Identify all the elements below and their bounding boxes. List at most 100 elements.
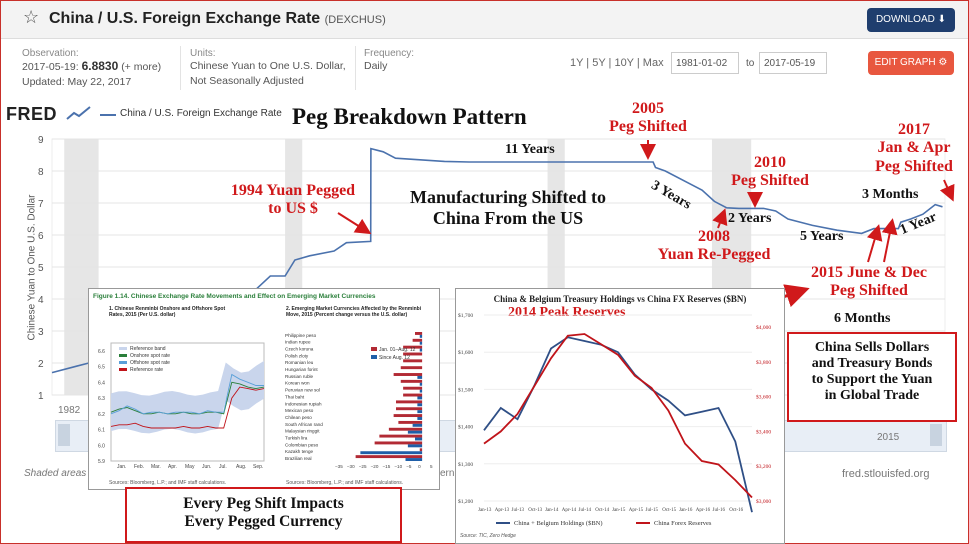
annotation-2017: 2017 Jan & Apr Peg Shifted <box>862 121 966 176</box>
imf-p2-category: Romanian leu <box>285 360 314 365</box>
treasury-right-tick: $3,400 <box>756 428 771 435</box>
treasury-x-tick: Jan-14 <box>545 508 559 513</box>
treasury-x-tick: Oct-14 <box>595 508 609 513</box>
treasury-x-tick: Oct-16 <box>729 508 743 513</box>
imf-p2-category: Hungarian forint <box>285 367 318 372</box>
date-from-input[interactable]: 1981-01-02 <box>671 52 739 74</box>
imf-p1-legend-swatch <box>119 347 127 350</box>
imf-source-right: Sources: Bloomberg, L.P.; and IMF staff … <box>286 480 404 486</box>
series-id: (DEXCHUS) <box>324 14 386 26</box>
treasury-right-tick: $3,200 <box>756 463 771 470</box>
treasury-x-tick: Oct-15 <box>662 508 676 513</box>
updated-date: Updated: May 22, 2017 <box>22 76 132 88</box>
y-tick-label: 8 <box>38 167 44 178</box>
imf-p2-category: Czech koruna <box>285 347 314 352</box>
imf-p2-category: Peruvian new sol <box>285 388 320 393</box>
treasury-x-tick: Apr-15 <box>629 508 644 513</box>
date-to-input[interactable]: 2017-05-19 <box>759 52 827 74</box>
sells-line2: and Treasury Bonds <box>811 356 933 372</box>
imf-offshore-line <box>110 373 264 415</box>
imf-p2-category: Thai baht <box>285 394 305 399</box>
treasury-x-tick: Jul-13 <box>512 508 525 513</box>
imf-p2-bar-ytd <box>403 359 423 363</box>
sells-dollars-box: China Sells Dollars and Treasury Bonds t… <box>787 332 957 422</box>
annotation-2005: 2005 Peg Shifted <box>600 100 696 137</box>
imf-p2-xtick: 0 <box>418 464 421 469</box>
imf-onshore-line <box>110 381 265 415</box>
imf-p2-bar-ytd <box>388 427 423 431</box>
imf-reference-line <box>110 386 265 429</box>
star-icon[interactable]: ☆ <box>23 7 40 27</box>
arrow-2017 <box>939 179 955 202</box>
imf-p2-bar-ytd <box>419 448 423 452</box>
every-line1: Every Peg Shift Impacts <box>183 495 344 512</box>
imf-p2-category: Russian ruble <box>285 374 314 379</box>
imf-p2-bar-since <box>417 375 423 379</box>
range-selector[interactable]: 1Y | 5Y | 10Y | Max <box>570 57 664 69</box>
imf-p2-category: Chilean peso <box>285 415 312 420</box>
imf-p1-ytick: 5.9 <box>98 459 105 465</box>
imf-p2-bar-since <box>417 396 423 400</box>
imf-p2-bar-since <box>419 382 423 386</box>
observation-value: 6.8830 <box>81 59 119 73</box>
edit-graph-label: EDIT GRAPH <box>874 57 936 68</box>
annotation-3-months: 3 Months <box>862 187 919 202</box>
imf-p1-legend-label: Reference rate <box>130 367 163 373</box>
arrow-2015-june <box>866 224 883 263</box>
imf-p1-xtick: Apr. <box>168 464 177 470</box>
imf-p2-category: Philippine peso <box>285 333 317 338</box>
imf-p2-xtick: −30 <box>347 464 355 469</box>
navigator-handle-right[interactable] <box>930 424 942 446</box>
observation-date: 2017-05-19: <box>22 61 79 73</box>
treasury-x-tick: Jan-15 <box>612 508 626 513</box>
y-tick-label: 5 <box>38 263 44 274</box>
units-label: Units: <box>190 48 216 59</box>
imf-p1-legend-label: Onshore spot rate <box>130 353 170 359</box>
imf-p2-category: Colombian peso <box>285 442 319 447</box>
arrow-1994 <box>337 212 372 235</box>
imf-p2-category: Malaysian ringgit <box>285 429 320 434</box>
download-button[interactable]: DOWNLOAD ⬇ <box>867 8 955 32</box>
y-tick-label: 1 <box>38 391 44 402</box>
imf-p1-legend-swatch <box>119 354 127 357</box>
annotation-5-years: 5 Years <box>800 229 844 244</box>
edit-graph-button[interactable]: EDIT GRAPH ⚙ <box>868 51 954 75</box>
annotation-2005-year: 2005 <box>632 100 664 117</box>
treasury-x-tick: Apr-14 <box>562 508 577 513</box>
imf-p2-bar-since <box>419 341 423 345</box>
imf-p2-category: Brazilian real <box>285 456 312 461</box>
navigator-handle-left[interactable] <box>58 424 70 446</box>
annotation-6-months: 6 Months <box>834 311 891 326</box>
main-annotation-title: Peg Breakdown Pattern <box>292 104 527 129</box>
imf-p1-ytick: 6.3 <box>98 396 105 402</box>
imf-p2-category: Turkish lira <box>285 435 308 440</box>
treasury-right-tick: $3,600 <box>756 394 771 401</box>
imf-p2-bar-ytd <box>393 414 423 418</box>
imf-p2-bar-ytd <box>400 379 423 383</box>
imf-p2-xtick: −25 <box>359 464 367 469</box>
navigator-end-label: 2015 <box>877 432 900 443</box>
imf-p2-legend-swatch <box>371 355 377 359</box>
imf-p2-bar-since <box>415 437 423 441</box>
imf-p1-xtick: Feb. <box>134 464 144 470</box>
y-tick-label: 2 <box>38 359 44 370</box>
annotation-1994-line1: 1994 Yuan Pegged <box>230 182 356 199</box>
imf-figure-inset: Figure 1.14. Chinese Exchange Rate Movem… <box>88 288 440 490</box>
y-tick-label: 3 <box>38 327 44 338</box>
imf-p2-bar-ytd <box>396 400 423 404</box>
fred-source-link[interactable]: fred.stlouisfed.org <box>842 468 930 480</box>
imf-p2-bar-ytd <box>415 332 423 335</box>
treasury-inset: China & Belgium Treasury Holdings vs Chi… <box>455 288 785 544</box>
imf-p2-bar-ytd <box>403 393 423 397</box>
annotation-manufacturing-line2: China From the US <box>432 207 584 228</box>
frequency-block: Frequency: Daily <box>364 48 414 74</box>
treasury-legend-label: China + Belgium Holdings ($BN) <box>514 520 603 527</box>
imf-p2-bar-ytd <box>398 420 423 424</box>
imf-p2-bar-since <box>407 430 423 434</box>
treasury-x-tick: Jul-14 <box>579 508 592 513</box>
observation-more-link[interactable]: (+ more) <box>121 61 162 73</box>
imf-panels: 6.6 6.5 6.4 6.3 6.2 6.1 6.0 5.9 Jan. Feb. Mar. Apr.… <box>98 332 433 470</box>
shaded-areas-note: Shaded areas <box>24 468 87 479</box>
imf-p2-category: Polish zloty <box>285 353 309 358</box>
imf-p2-bar-since <box>412 423 423 427</box>
